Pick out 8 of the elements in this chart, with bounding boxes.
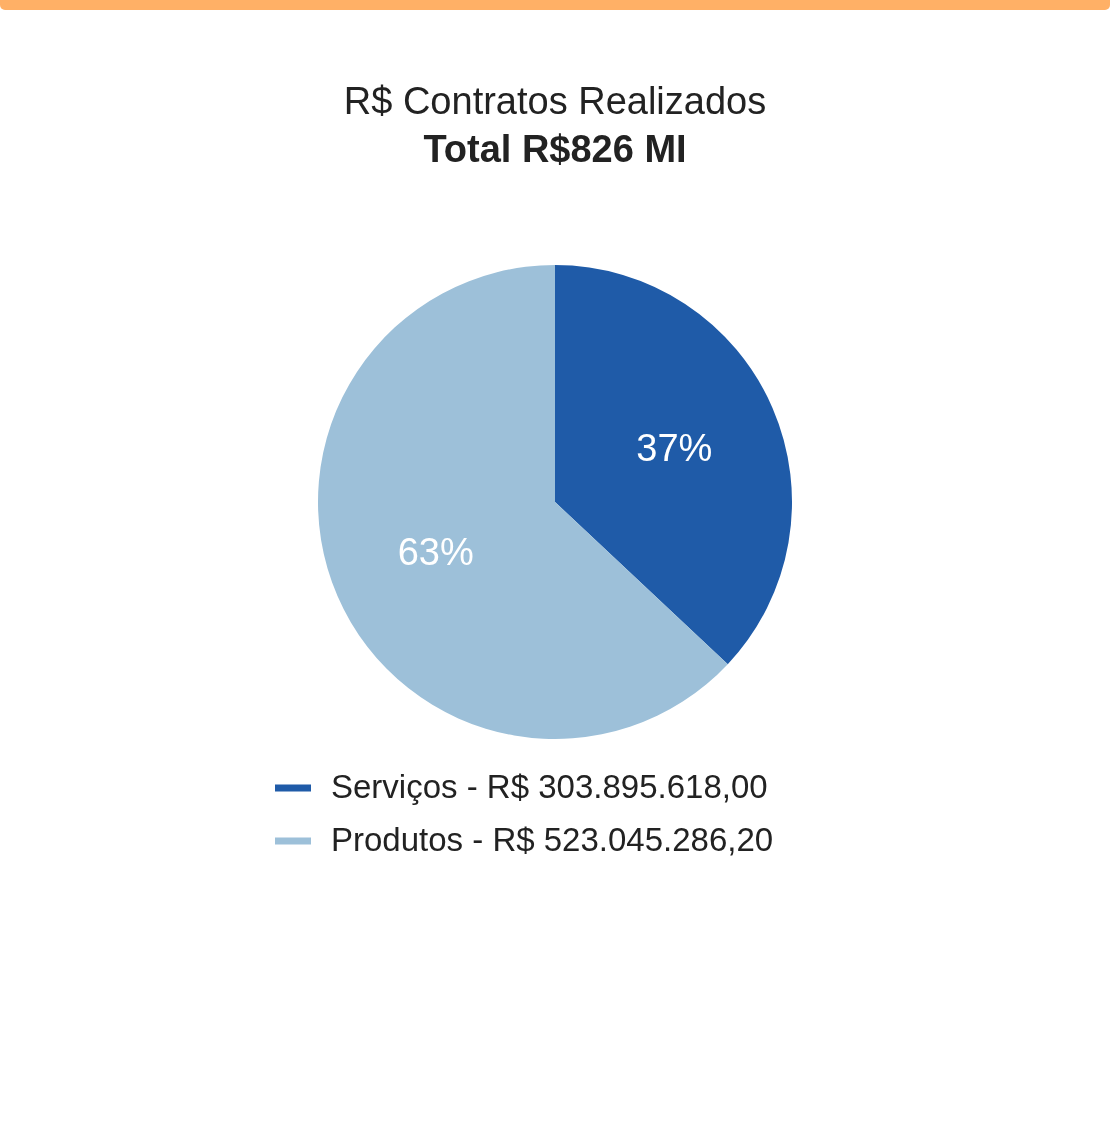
legend-label: Serviços - R$ 303.895.618,00 [331, 768, 768, 805]
data-label: 63% [397, 530, 474, 573]
legend-label: Produtos - R$ 523.045.286,20 [331, 821, 774, 858]
data-label: 37% [636, 427, 713, 470]
pie-slice [318, 265, 728, 739]
chart-title: R$ Contratos Realizados [343, 80, 767, 122]
pie-slice [555, 265, 792, 665]
chart-subtitle: Total R$826 MI [423, 128, 687, 170]
